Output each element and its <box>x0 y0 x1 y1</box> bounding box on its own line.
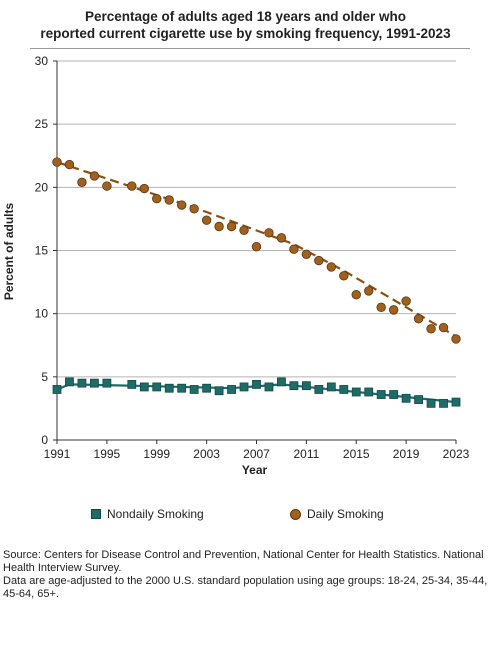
x-tick-label: 2023 <box>443 447 470 461</box>
legend-square-marker-icon <box>91 509 101 519</box>
y-tick-label: 10 <box>35 307 49 321</box>
y-tick-label: 0 <box>41 433 48 447</box>
nondaily-data-point <box>277 377 286 387</box>
chart-title-line-1: Percentage of adults aged 18 years and o… <box>84 9 407 24</box>
daily-data-point <box>301 249 312 259</box>
x-tick-label: 2019 <box>393 447 420 461</box>
daily-data-point <box>413 314 424 324</box>
daily-data-point <box>388 305 399 315</box>
daily-data-point <box>176 200 187 210</box>
nondaily-data-point <box>177 383 187 393</box>
nondaily-data-point <box>364 387 374 397</box>
x-tick-label: 1999 <box>143 447 170 461</box>
title-divider <box>30 48 470 49</box>
nondaily-data-point <box>401 393 411 403</box>
y-tick-label: 5 <box>41 370 48 384</box>
nondaily-data-point <box>414 395 423 404</box>
nondaily-data-point <box>451 397 461 407</box>
daily-data-point <box>226 221 237 232</box>
legend-label-daily: Daily Smoking <box>307 507 384 521</box>
nondaily-data-point <box>52 385 62 394</box>
nondaily-data-point <box>90 378 99 388</box>
daily-data-point <box>451 334 461 344</box>
x-tick-label: 2007 <box>243 447 270 461</box>
x-tick-label: 2015 <box>343 447 370 461</box>
nondaily-data-point <box>351 387 361 397</box>
nondaily-data-point <box>426 398 436 408</box>
nondaily-data-point <box>214 386 224 396</box>
daily-data-point <box>239 225 249 235</box>
nondaily-data-point <box>252 380 261 389</box>
chart-title-line-2: reported current cigarette use by smokin… <box>40 26 451 41</box>
chart-title: Percentage of adults aged 18 years and o… <box>0 8 491 42</box>
nondaily-data-point <box>102 378 112 388</box>
chart-legend: Nondaily Smoking Daily Smoking <box>0 507 491 525</box>
daily-data-point <box>276 233 287 243</box>
nondaily-data-point <box>65 377 74 387</box>
daily-data-point <box>326 262 337 272</box>
daily-data-point <box>127 181 137 191</box>
daily-data-point <box>426 324 436 334</box>
daily-data-point <box>102 181 112 191</box>
nondaily-data-point <box>439 398 448 408</box>
nondaily-data-point <box>164 383 174 393</box>
legend-circle-marker-icon <box>290 508 301 520</box>
nondaily-data-point <box>189 385 199 394</box>
nondaily-data-point <box>202 383 212 393</box>
daily-data-point <box>77 177 87 187</box>
nondaily-data-point <box>376 390 386 399</box>
daily-data-point <box>264 228 274 238</box>
daily-data-point <box>189 204 199 214</box>
x-tick-label: 2011 <box>293 447 319 461</box>
nondaily-data-point <box>77 378 87 388</box>
data-note-text: Data are age-adjusted to the 2000 U.S. s… <box>3 575 488 600</box>
nondaily-data-point <box>264 382 274 392</box>
nondaily-data-point <box>152 382 162 392</box>
y-tick-label: 20 <box>35 180 49 194</box>
nondaily-data-point <box>239 382 249 392</box>
source-text: Source: Centers for Disease Control and … <box>3 549 484 574</box>
y-tick-label: 15 <box>35 244 49 258</box>
daily-data-point <box>401 296 411 306</box>
daily-data-point <box>314 255 324 266</box>
daily-data-point <box>152 194 162 204</box>
source-note: Source: Centers for Disease Control and … <box>3 549 488 601</box>
daily-data-point <box>364 286 374 296</box>
legend-item-daily: Daily Smoking <box>290 507 384 521</box>
daily-data-point <box>351 290 361 300</box>
y-tick-label: 30 <box>35 54 49 68</box>
nondaily-data-point <box>326 382 336 392</box>
nondaily-data-point <box>301 381 311 391</box>
daily-data-point <box>52 157 62 167</box>
legend-label-nondaily: Nondaily Smoking <box>107 507 204 521</box>
x-tick-label: 1995 <box>94 447 121 461</box>
nondaily-data-point <box>127 380 137 389</box>
y-tick-label: 25 <box>35 117 49 131</box>
nondaily-data-point <box>227 385 236 394</box>
daily-data-point <box>64 159 75 170</box>
daily-data-point <box>201 215 212 225</box>
y-axis-label: Percent of adults <box>2 203 16 301</box>
nondaily-data-point <box>289 381 299 391</box>
nondaily-data-point <box>339 385 349 394</box>
daily-data-point <box>164 195 174 205</box>
daily-trend-line <box>56 161 457 338</box>
x-tick-label: 1991 <box>44 447 71 461</box>
daily-data-point <box>339 271 349 281</box>
daily-data-point <box>376 302 386 313</box>
x-tick-label: 2003 <box>193 447 220 461</box>
daily-data-point <box>289 244 299 254</box>
nondaily-data-point <box>389 390 399 399</box>
daily-data-point <box>251 242 262 252</box>
daily-data-point <box>214 221 224 232</box>
legend-item-nondaily: Nondaily Smoking <box>91 507 204 521</box>
daily-data-point <box>89 171 100 181</box>
nondaily-data-point <box>139 382 149 392</box>
daily-data-point <box>139 183 149 194</box>
x-axis-label: Year <box>242 463 268 477</box>
nondaily-data-point <box>314 385 324 394</box>
chart-canvas: 0 5 10 15 20 25 30 1991 1995 1999 2003 2007 2011 2015… <box>2 54 470 477</box>
daily-data-point <box>438 322 449 333</box>
